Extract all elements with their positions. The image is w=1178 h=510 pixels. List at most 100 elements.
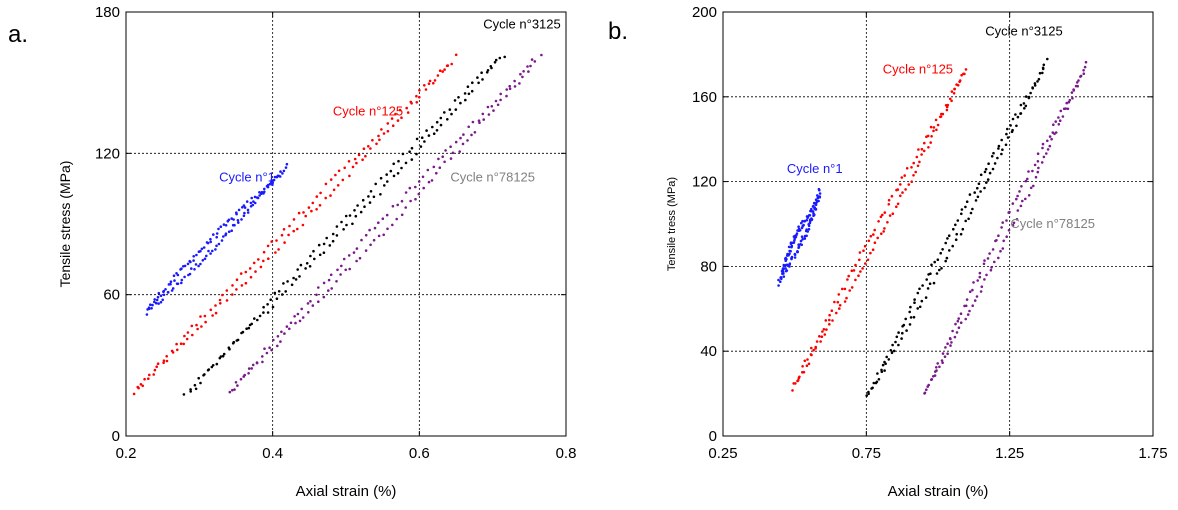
data-point bbox=[192, 259, 195, 262]
data-point bbox=[293, 315, 296, 318]
data-point bbox=[985, 273, 988, 277]
data-point bbox=[261, 355, 264, 358]
data-point bbox=[936, 258, 940, 262]
data-point bbox=[209, 240, 212, 244]
data-point bbox=[540, 53, 543, 57]
data-point bbox=[317, 286, 320, 289]
data-point bbox=[274, 251, 277, 254]
series-0 bbox=[145, 162, 289, 316]
data-point bbox=[227, 218, 231, 222]
data-point bbox=[404, 191, 408, 194]
data-point bbox=[390, 117, 394, 120]
data-point bbox=[1051, 131, 1055, 134]
data-point bbox=[1024, 104, 1028, 108]
data-point bbox=[941, 248, 944, 251]
data-point bbox=[347, 160, 351, 163]
data-point bbox=[236, 338, 240, 342]
data-point bbox=[796, 250, 799, 254]
data-point bbox=[1037, 77, 1041, 81]
data-point bbox=[153, 298, 156, 301]
data-point bbox=[267, 257, 270, 261]
data-point bbox=[890, 194, 894, 198]
data-point bbox=[415, 94, 418, 98]
data-point bbox=[410, 146, 414, 150]
data-point bbox=[233, 223, 236, 227]
data-point bbox=[283, 241, 286, 244]
data-point bbox=[466, 139, 469, 142]
data-point bbox=[529, 64, 532, 68]
data-point bbox=[269, 298, 273, 302]
data-point bbox=[308, 265, 312, 268]
data-point bbox=[1054, 131, 1058, 134]
data-point bbox=[945, 256, 949, 260]
data-point bbox=[935, 128, 938, 132]
data-point bbox=[922, 149, 926, 153]
data-point bbox=[968, 309, 971, 313]
data-point bbox=[991, 167, 995, 171]
data-point bbox=[236, 384, 239, 387]
data-point bbox=[443, 111, 446, 114]
data-point bbox=[803, 237, 807, 240]
data-point bbox=[377, 234, 381, 238]
data-point bbox=[995, 239, 998, 242]
data-point bbox=[298, 275, 301, 278]
data-point bbox=[997, 234, 1000, 237]
data-point bbox=[899, 183, 902, 186]
data-point bbox=[877, 220, 880, 223]
data-point bbox=[221, 354, 225, 358]
data-point bbox=[243, 211, 246, 215]
data-point bbox=[375, 142, 378, 146]
data-point bbox=[779, 280, 782, 284]
data-point bbox=[879, 215, 883, 219]
data-point bbox=[976, 186, 979, 190]
data-point bbox=[344, 214, 348, 218]
data-point bbox=[953, 335, 957, 339]
data-point bbox=[143, 377, 146, 381]
data-point bbox=[391, 204, 395, 208]
data-point bbox=[386, 122, 390, 125]
data-point bbox=[277, 290, 281, 293]
data-point bbox=[235, 211, 238, 214]
data-point bbox=[985, 181, 988, 184]
data-point bbox=[952, 92, 956, 95]
data-point bbox=[319, 191, 322, 195]
data-point bbox=[463, 92, 467, 95]
data-point bbox=[518, 82, 521, 85]
data-point bbox=[344, 268, 348, 272]
data-point bbox=[253, 317, 256, 320]
data-point bbox=[368, 201, 372, 204]
data-point bbox=[869, 234, 873, 238]
data-point bbox=[903, 174, 906, 177]
data-point bbox=[828, 318, 831, 322]
data-point bbox=[281, 172, 284, 175]
data-point bbox=[409, 199, 412, 203]
data-point bbox=[880, 232, 883, 235]
data-point bbox=[260, 190, 264, 194]
series-label: Cycle n°78125 bbox=[450, 170, 535, 185]
data-point bbox=[1031, 169, 1034, 173]
data-point bbox=[527, 70, 530, 73]
data-point bbox=[854, 278, 857, 282]
data-point bbox=[232, 218, 235, 221]
data-point bbox=[1014, 113, 1017, 116]
data-point bbox=[977, 182, 981, 185]
data-point bbox=[169, 280, 173, 284]
data-point bbox=[292, 229, 296, 233]
data-point bbox=[487, 113, 491, 116]
data-point bbox=[322, 242, 326, 246]
data-point bbox=[262, 311, 265, 314]
data-point bbox=[261, 360, 264, 364]
data-point bbox=[202, 246, 206, 249]
data-point bbox=[195, 323, 198, 327]
data-point bbox=[790, 255, 794, 259]
data-point bbox=[427, 180, 431, 184]
data-point bbox=[876, 236, 879, 240]
data-point bbox=[1036, 160, 1040, 163]
data-point bbox=[477, 119, 481, 122]
data-point bbox=[374, 182, 378, 186]
data-point bbox=[983, 259, 986, 262]
y-tick-label: 80 bbox=[700, 258, 717, 275]
data-point bbox=[1027, 170, 1030, 173]
data-point bbox=[950, 90, 954, 93]
data-point bbox=[351, 165, 355, 169]
